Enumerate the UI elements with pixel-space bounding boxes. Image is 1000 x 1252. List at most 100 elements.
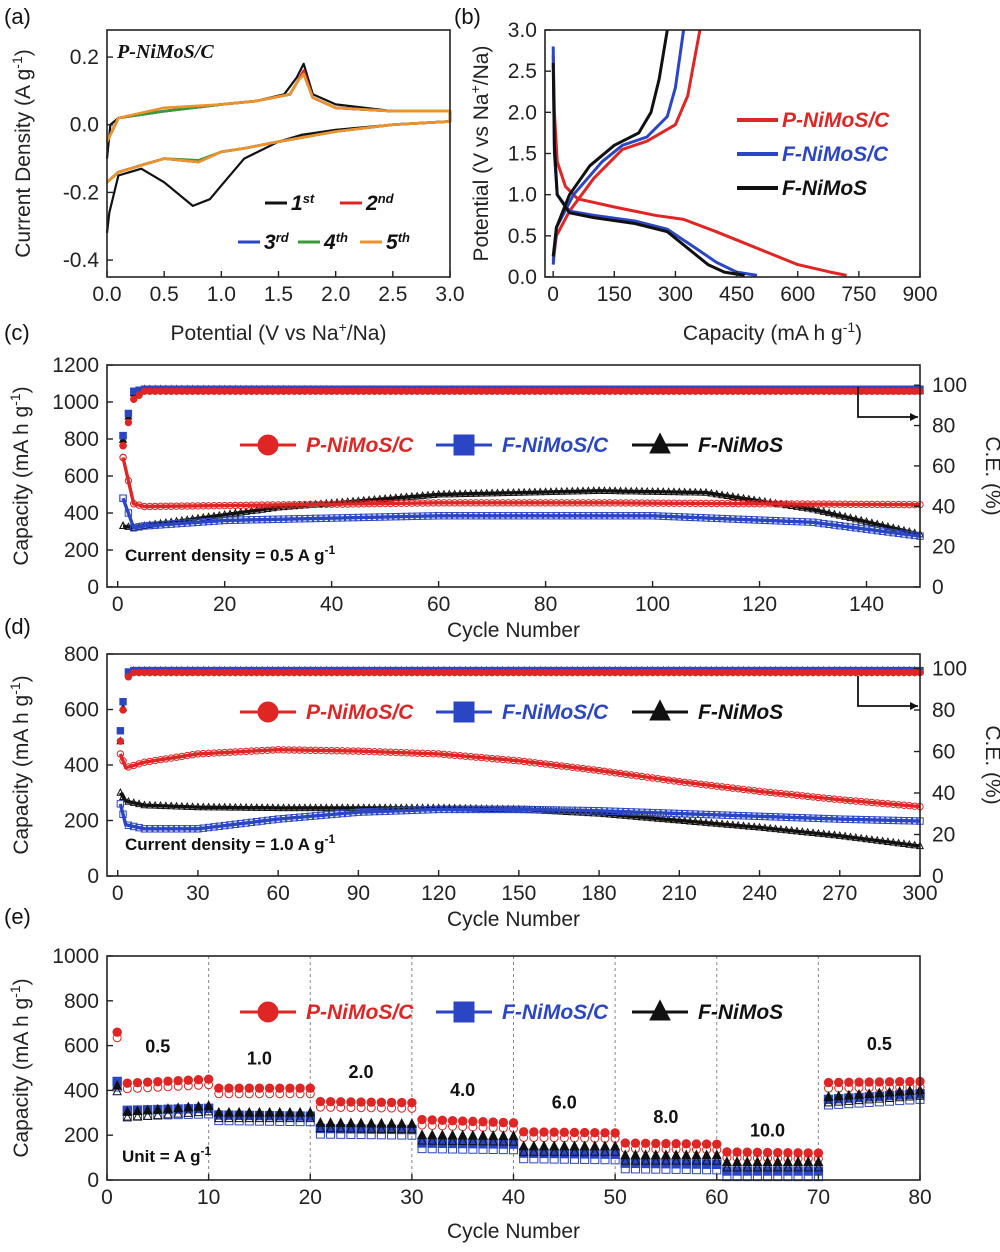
rate-marker-F-NiMoS [640, 1149, 651, 1160]
rate-hollow-P-NiMoS/C [163, 1082, 173, 1092]
rate-label-5: 8.0 [653, 1107, 678, 1127]
panel-c-legend-marker-2 [649, 432, 671, 454]
legend-sup: rd [276, 230, 290, 245]
panel-d-xtick-label-5: 150 [501, 882, 536, 905]
gcd-discharge-F-NiMoS/C [551, 46, 758, 277]
panel-e-xtick-label-0: 0 [101, 1186, 113, 1209]
rate-hollow-F-NiMoS [671, 1155, 681, 1165]
panel-e-ytick-label-1: 200 [64, 1124, 99, 1147]
panel-d-xtick-label-2: 60 [266, 882, 289, 905]
panel-a-legend-label-4: 5th [386, 230, 410, 255]
panel-a-ylabel-sup: -1 [9, 56, 25, 69]
panel-a: 0.0 0.5 1.0 1.5 2.0 2.5 3.0 -0.4 -0.2 0.0 0.2 P-NiM… [9, 29, 465, 345]
panel-d-xlabel-part: Cycle Number [447, 908, 580, 931]
rate-marker-F-NiMoS/C [508, 1139, 519, 1149]
rate-marker-F-NiMoS [782, 1156, 793, 1166]
panel-e-ylabel-sup: -1 [7, 985, 23, 998]
legend-num: 2 [365, 192, 378, 215]
panel-c-legend-label-2: F-NiMoS [698, 434, 783, 457]
rate-marker-F-NiMoS [193, 1100, 204, 1111]
rate-marker-F-NiMoS/C [488, 1139, 498, 1149]
rate-marker-F-NiMoS [813, 1156, 824, 1166]
panel-d-y2label: C.E. (%) [981, 725, 1000, 804]
rate-hollow-F-NiMoS/C [366, 1130, 376, 1140]
panel-e-xtick-label-1: 10 [197, 1186, 220, 1209]
rate-marker-F-NiMoS [538, 1140, 550, 1151]
rate-label-3: 4.0 [450, 1080, 475, 1100]
rate-hollow-F-NiMoS [884, 1092, 895, 1102]
panel-c-xtick-label-2: 40 [320, 593, 343, 616]
rate-marker-F-NiMoS [213, 1106, 224, 1117]
rate-marker-F-NiMoS [711, 1149, 722, 1160]
rate-label-2: 2.0 [349, 1062, 374, 1082]
panel-c-legend-label-0: P-NiMoS/C [306, 434, 414, 457]
rate-hollow-F-NiMoS [396, 1123, 407, 1134]
rate-hollow-P-NiMoS/C [173, 1081, 183, 1091]
rate-hollow-F-NiMoS [569, 1146, 580, 1156]
panel-c-y2tick-label-2: 40 [932, 495, 955, 518]
rate-marker-F-NiMoS [854, 1088, 865, 1099]
panel-label-d: (d) [4, 614, 31, 639]
rate-marker-F-NiMoS [823, 1091, 834, 1101]
rate-hollow-F-NiMoS [742, 1161, 753, 1172]
rate-hollow-F-NiMoS [234, 1112, 244, 1123]
rate-marker-F-NiMoS [315, 1116, 326, 1127]
panel-label-c: (c) [4, 320, 30, 345]
panel-c-xtick-label-3: 60 [427, 593, 450, 616]
panel-c-y2tick-label-5: 100 [932, 374, 967, 397]
rate-hollow-P-NiMoS/C [254, 1089, 264, 1099]
panel-b-ylabel-part: Potential (V vs Na [470, 93, 493, 261]
rate-hollow-F-NiMoS [193, 1106, 204, 1117]
rate-marker-F-NiMoS [752, 1156, 763, 1166]
panel-d-y2tick-label-3: 60 [932, 741, 955, 764]
rate-hollow-F-NiMoS [894, 1091, 905, 1102]
rate-marker-F-NiMoS [203, 1100, 214, 1110]
rate-marker-F-NiMoS [284, 1106, 295, 1117]
rate-hollow-P-NiMoS/C [234, 1089, 244, 1099]
panel-b-ytick-label-3: 1.5 [508, 143, 537, 166]
rate-hollow-F-NiMoS [905, 1091, 915, 1101]
rate-marker-F-NiMoS [335, 1117, 346, 1127]
rate-hollow-P-NiMoS/C [112, 1033, 122, 1043]
rate-marker-F-NiMoS [589, 1140, 600, 1151]
panel-a-legend-label-1: 2nd [365, 191, 395, 216]
rate-hollow-F-NiMoS [518, 1146, 529, 1156]
rate-marker-F-NiMoS [803, 1156, 814, 1166]
rate-hollow-F-NiMoS/C [600, 1155, 610, 1165]
panel-d-xtick-label-6: 180 [582, 882, 617, 905]
panel-d: 0 30 60 90 120 150 180 210 240 270 300020040060080… [7, 643, 1000, 931]
panel-c-y2tick-label-1: 20 [932, 536, 955, 559]
panel-b-xtick-label-5: 750 [841, 283, 876, 306]
rate-hollow-F-NiMoS [803, 1161, 814, 1172]
rate-hollow-F-NiMoS [254, 1112, 265, 1123]
rate-hollow-P-NiMoS/C [214, 1089, 224, 1099]
rate-hollow-F-NiMoS [376, 1123, 387, 1133]
rate-marker-F-NiMoS [894, 1085, 905, 1096]
panel-label-b: (b) [454, 4, 481, 29]
rate-marker-F-NiMoS [630, 1149, 641, 1160]
panel-c-arrowhead [910, 413, 918, 421]
panel-b: 0 150 300 450 600 750 900 0.0 0.5 1.0 1.5 2.0 2.5 3.0… [467, 19, 938, 345]
ce-marker-P-NiMoS/C [130, 395, 138, 404]
rate-marker-F-NiMoS/C [640, 1158, 651, 1169]
panel-a-ylabel: Current Density (A g-1) [9, 49, 35, 258]
panel-c-xlabel: Cycle Number [447, 619, 580, 642]
panel-d-y2tick-label-4: 80 [932, 699, 955, 722]
panel-e-ytick-label-2: 400 [64, 1079, 99, 1102]
rate-hollow-P-NiMoS/C [407, 1103, 417, 1113]
rate-hollow-F-NiMoS [854, 1094, 864, 1105]
rate-marker-F-NiMoS [610, 1140, 621, 1151]
rate-marker-F-NiMoS [549, 1140, 560, 1151]
panel-c-xtick-label-1: 20 [213, 593, 236, 616]
ce-marker-P-NiMoS/C [116, 737, 125, 745]
rate-hollow-F-NiMoS/C [387, 1130, 397, 1140]
panel-a-ytick-label-3: 0.2 [70, 46, 99, 69]
rate-hollow-F-NiMoS/C [336, 1129, 346, 1139]
rate-marker-F-NiMoS [477, 1130, 489, 1140]
panel-e-xtick-label-3: 30 [400, 1186, 423, 1209]
rate-hollow-F-NiMoS/C [671, 1164, 681, 1174]
cv-curve-4th [105, 72, 452, 184]
panel-c-annotation: Current density = 0.5 A g-1 [125, 543, 335, 565]
rate-marker-F-NiMoS [356, 1117, 367, 1128]
rate-marker-F-NiMoS [884, 1086, 895, 1097]
